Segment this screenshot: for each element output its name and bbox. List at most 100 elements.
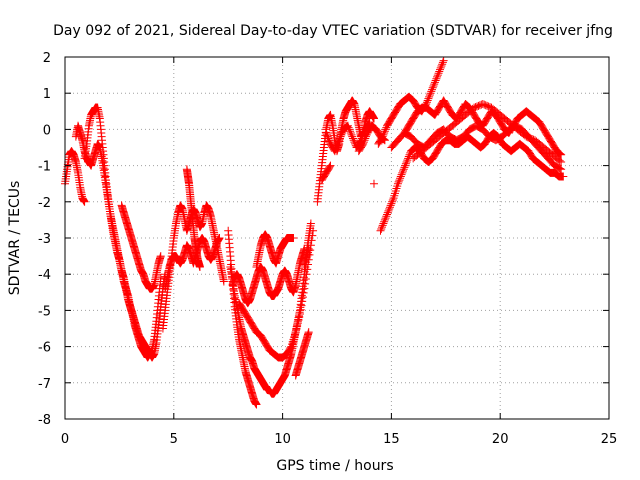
data-point xyxy=(343,121,352,130)
data-point xyxy=(338,129,347,138)
data-point xyxy=(380,215,389,224)
data-point xyxy=(384,206,393,215)
data-point xyxy=(289,234,298,242)
data-point xyxy=(386,201,395,210)
x-tick-label: 20 xyxy=(492,432,509,447)
data-point xyxy=(326,161,335,170)
data-point xyxy=(325,136,334,145)
data-point xyxy=(381,125,390,134)
data-point xyxy=(430,78,439,87)
data-point xyxy=(556,164,565,173)
data-point xyxy=(347,130,356,139)
y-tick-label: -1 xyxy=(38,160,51,175)
data-point xyxy=(359,138,368,147)
data-point xyxy=(428,83,437,92)
data-point xyxy=(335,136,344,145)
data-point xyxy=(388,195,397,204)
data-point xyxy=(438,60,447,69)
y-tick-label: -4 xyxy=(38,268,51,283)
data-point xyxy=(335,134,344,143)
data-point xyxy=(557,150,566,159)
data-point xyxy=(380,135,389,144)
data-point xyxy=(405,150,414,159)
x-tick-label: 10 xyxy=(274,432,291,447)
data-point xyxy=(555,156,564,165)
chart-title: Day 092 of 2021, Sidereal Day-to-day VTE… xyxy=(53,23,613,39)
data-point xyxy=(437,62,446,71)
data-point xyxy=(432,74,441,83)
data-point xyxy=(398,168,407,177)
data-point xyxy=(195,262,204,271)
data-point xyxy=(348,132,357,141)
x-tick-label: 0 xyxy=(61,432,69,447)
data-point xyxy=(559,172,568,181)
data-point xyxy=(433,71,442,80)
data-point xyxy=(330,147,339,156)
data-point xyxy=(380,217,389,226)
data-point xyxy=(439,56,448,65)
data-point xyxy=(332,143,341,152)
data-point xyxy=(377,224,386,233)
data-point xyxy=(379,135,388,144)
data-point xyxy=(369,179,378,188)
data-point xyxy=(219,277,228,286)
data-point xyxy=(404,152,413,161)
data-point xyxy=(296,310,305,319)
data-point xyxy=(397,170,406,179)
data-point xyxy=(301,275,310,284)
data-point xyxy=(379,219,388,228)
x-tick-label: 5 xyxy=(170,432,178,447)
data-marks xyxy=(61,56,568,409)
data-point xyxy=(345,125,354,134)
data-point xyxy=(399,165,408,174)
data-point xyxy=(383,210,392,219)
data-point xyxy=(362,132,371,141)
data-point xyxy=(361,134,370,143)
data-point xyxy=(306,219,315,228)
data-point xyxy=(394,177,403,186)
data-point xyxy=(426,89,435,98)
data-point xyxy=(334,138,343,147)
data-point xyxy=(299,288,308,297)
data-point xyxy=(396,172,405,181)
data-point xyxy=(252,400,261,409)
data-point xyxy=(297,301,306,310)
data-point xyxy=(385,203,394,212)
data-point xyxy=(400,163,409,172)
data-point xyxy=(324,134,333,143)
data-point xyxy=(322,129,331,138)
data-point xyxy=(331,145,340,154)
data-point xyxy=(428,85,437,94)
data-point xyxy=(557,165,566,174)
data-point xyxy=(80,197,89,206)
data-point xyxy=(434,69,443,78)
data-point xyxy=(359,139,368,148)
data-point xyxy=(435,65,444,74)
y-tick-label: -2 xyxy=(38,196,51,211)
data-point xyxy=(302,270,311,279)
x-tick-label: 15 xyxy=(383,432,400,447)
data-point xyxy=(376,226,385,235)
data-point xyxy=(333,139,342,148)
data-point xyxy=(337,130,346,139)
y-tick-label: 2 xyxy=(43,51,51,66)
data-point xyxy=(388,197,397,206)
y-tick-label: -6 xyxy=(38,341,51,356)
x-tick-label: 25 xyxy=(601,432,618,447)
y-tick-label: 0 xyxy=(43,123,51,138)
data-point xyxy=(286,343,295,352)
y-tick-label: -7 xyxy=(38,377,51,392)
data-point xyxy=(431,76,440,85)
data-point xyxy=(429,81,438,90)
data-point xyxy=(402,157,411,166)
y-tick-label: -8 xyxy=(38,413,51,428)
data-point xyxy=(395,176,404,185)
data-point xyxy=(403,156,412,165)
data-point xyxy=(427,87,436,96)
data-point xyxy=(380,127,389,136)
data-point xyxy=(383,208,392,217)
data-point xyxy=(301,279,310,288)
data-point xyxy=(393,179,402,188)
x-tick-labels: 0 5 10 15 20 25 xyxy=(61,432,617,447)
